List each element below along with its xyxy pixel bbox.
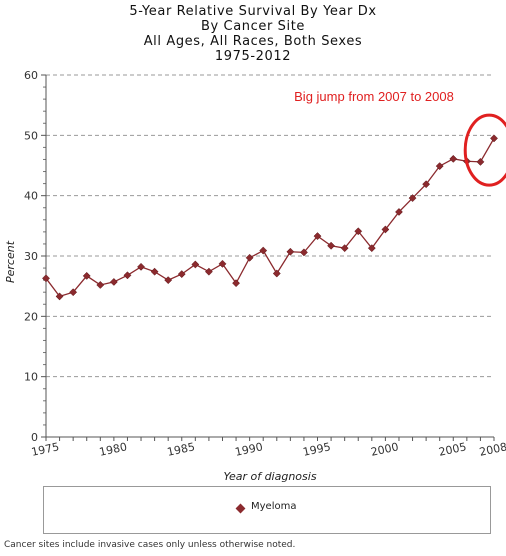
- data-point-1976: [55, 292, 64, 301]
- y-tick-label-20: 20: [24, 310, 38, 323]
- data-point-2001: [395, 208, 403, 216]
- data-point-1986: [191, 260, 200, 269]
- data-point-1994: [299, 248, 308, 257]
- annotation-text: Big jump from 2007 to 2008: [294, 89, 454, 104]
- x-tick-label-1980: 1980: [98, 440, 128, 459]
- data-point-1985: [177, 270, 186, 279]
- y-tick-label-40: 40: [24, 190, 38, 203]
- data-point-2008: [490, 134, 498, 143]
- title-line-3: All Ages, All Races, Both Sexes: [143, 34, 363, 49]
- y-tick-label-10: 10: [24, 371, 38, 384]
- title-line-2: By Cancer Site: [200, 19, 305, 34]
- data-point-1990: [245, 253, 254, 262]
- data-point-1999: [367, 244, 376, 253]
- data-point-1992: [272, 269, 281, 278]
- data-point-2002: [408, 194, 417, 203]
- data-point-1993: [286, 247, 295, 256]
- data-point-1995: [313, 232, 322, 241]
- x-tick-label-1995: 1995: [302, 440, 332, 459]
- data-point-1980: [109, 277, 118, 286]
- legend-label: Myeloma: [251, 501, 297, 512]
- data-point-1991: [259, 246, 268, 255]
- data-point-1981: [123, 271, 132, 280]
- data-point-2005: [449, 154, 458, 163]
- data-point-2007: [476, 157, 485, 166]
- footnote: Cancer sites include invasive cases only…: [4, 540, 296, 550]
- legend: Myeloma: [43, 486, 491, 534]
- data-point-1987: [204, 267, 213, 276]
- data-point-1978: [82, 271, 91, 280]
- y-tick-label-60: 60: [24, 69, 38, 82]
- y-axis-label: Percent: [4, 240, 17, 283]
- x-tick-label-1985: 1985: [166, 440, 196, 459]
- data-point-2004: [435, 162, 444, 171]
- data-point-1977: [69, 288, 78, 297]
- line-chart: 0 10 20 30 40 50 60 1975 1980 1985 1990 1995 2000 200…: [4, 69, 506, 483]
- data-point-2000: [381, 225, 390, 234]
- series-line-myeloma: [45, 138, 495, 298]
- data-point-1982: [137, 262, 145, 271]
- y-tick-label-0: 0: [31, 431, 38, 444]
- y-tick-label-50: 50: [24, 129, 38, 142]
- x-tick-label-2008: 2008: [478, 440, 506, 459]
- data-point-1984: [164, 276, 173, 285]
- data-point-1989: [232, 279, 241, 288]
- data-point-1988: [218, 259, 227, 268]
- x-tick-label-2005: 2005: [437, 440, 467, 459]
- y-tick-label-30: 30: [24, 250, 38, 263]
- x-tick-label-1990: 1990: [234, 440, 264, 459]
- legend-marker-icon: [235, 503, 246, 514]
- data-point-1983: [150, 267, 159, 276]
- title-line-4: 1975-2012: [214, 49, 292, 64]
- data-point-1975: [42, 274, 50, 283]
- highlight-circle: [463, 113, 506, 187]
- data-point-1998: [354, 227, 363, 236]
- data-point-1979: [96, 281, 105, 289]
- data-point-1997: [340, 244, 349, 253]
- title-line-1: 5-Year Relative Survival By Year Dx: [129, 4, 377, 19]
- x-tick-label-1975: 1975: [30, 440, 60, 459]
- data-point-1996: [327, 241, 336, 250]
- x-axis-label: Year of diagnosis: [223, 470, 316, 483]
- x-tick-label-2000: 2000: [370, 440, 400, 459]
- data-point-2003: [422, 180, 431, 189]
